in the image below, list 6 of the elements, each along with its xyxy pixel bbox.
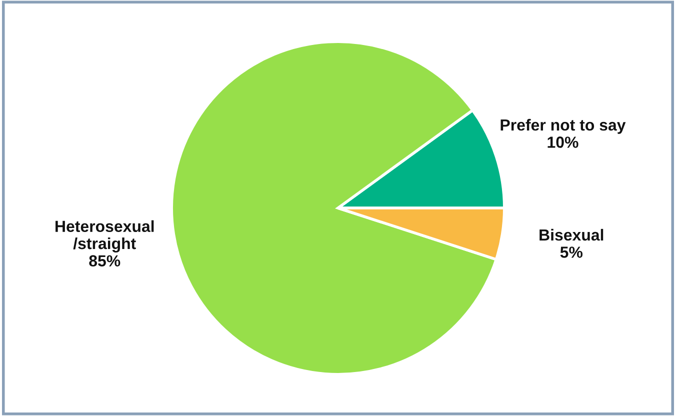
data-label: 85% — [89, 255, 120, 266]
slice-label: Heterosexual /straight — [56, 220, 154, 252]
data-label: 10% — [548, 136, 578, 148]
data-label: 5% — [560, 246, 582, 258]
slice-label: Bisexual — [540, 228, 604, 241]
slice-label: Prefer not to say — [500, 118, 626, 134]
